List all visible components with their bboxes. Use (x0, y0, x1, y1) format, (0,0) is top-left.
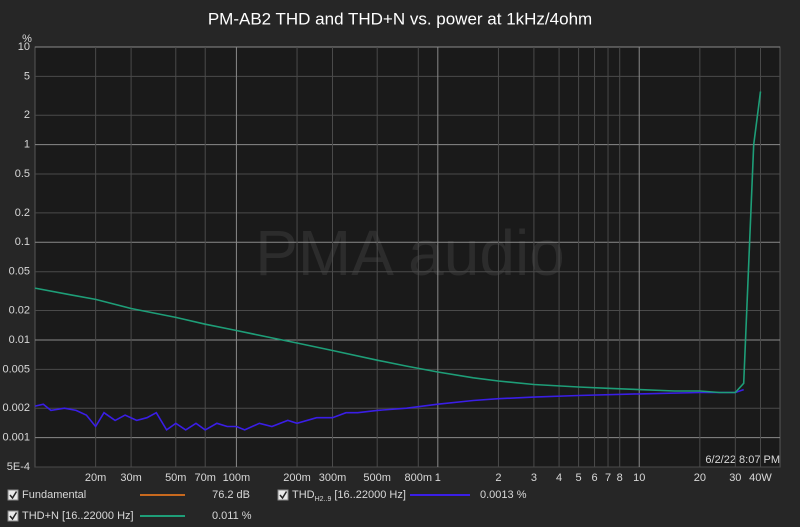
legend: Fundamental 76.2 dB THDH2..9 [16..22000 Hz]… (7, 489, 527, 522)
y-tick-label: 10 (18, 41, 30, 53)
plot-area (34, 46, 781, 468)
y-tick-label: 0.005 (2, 363, 30, 375)
series-line (34, 91, 762, 394)
x-tick-label: 7 (605, 472, 611, 484)
y-tick-label: 2 (24, 109, 30, 121)
legend-label: THDH2..9 [16..22000 Hz] (292, 489, 406, 503)
x-tick-label: 100m (223, 472, 251, 484)
x-tick-label: 300m (319, 472, 347, 484)
x-tick-label: 6 (591, 472, 597, 484)
legend-readout: 0.011 % (212, 510, 252, 522)
legend-label: THD+N [16..22000 Hz] (22, 510, 134, 522)
y-tick-label: 0.2 (15, 207, 30, 219)
legend-readout: 76.2 dB (212, 489, 250, 501)
legend-checkbox[interactable] (7, 489, 19, 501)
x-tick-label: 800m (405, 472, 433, 484)
x-tick-label: 20 (694, 472, 706, 484)
y-tick-label: 0.1 (15, 236, 30, 248)
timestamp: 6/2/22 8:07 PM (705, 454, 780, 466)
checkmark (9, 491, 18, 500)
x-tick-label: 50m (165, 472, 186, 484)
y-tick-label: 0.01 (9, 334, 30, 346)
legend-name: Fundamental (22, 489, 86, 501)
legend-checkbox[interactable] (7, 510, 19, 522)
x-tick-label: 20m (85, 472, 106, 484)
lines (34, 91, 762, 432)
legend-readout: 0.0013 % (480, 489, 527, 501)
y-tick-label: 0.02 (9, 304, 30, 316)
x-tick-label: 8 (617, 472, 623, 484)
x-tick-label: 30 (729, 472, 741, 484)
y-tick-label: 0.002 (2, 402, 30, 414)
x-tick-label: 1 (435, 472, 441, 484)
x-tick-label: 30m (120, 472, 141, 484)
x-tick-label: 200m (283, 472, 311, 484)
checkmark (9, 512, 18, 521)
y-tick-label: 0.5 (15, 168, 30, 180)
x-tick-label: 2 (495, 472, 501, 484)
y-tick-label: 5 (24, 70, 30, 82)
series-line (34, 388, 744, 432)
y-tick-label: 0.001 (2, 432, 30, 444)
legend-name: THD (292, 489, 315, 501)
x-tick-label: 3 (531, 472, 537, 484)
x-tick-label: 4 (556, 472, 562, 484)
legend-label: Fundamental (22, 489, 86, 501)
legend-name: THD+N [16..22000 Hz] (22, 510, 134, 522)
x-tick-label: 5 (576, 472, 582, 484)
y-tick-label: 0.05 (9, 266, 30, 278)
x-tick-label: 40W (749, 472, 772, 484)
x-tick-label: 10 (633, 472, 645, 484)
y-tick-label: 1 (24, 139, 30, 151)
x-tick-label: 500m (363, 472, 391, 484)
checkmark (279, 491, 288, 500)
watermark: PMA audio (255, 217, 565, 289)
x-tick-label: 70m (195, 472, 216, 484)
chart-title: PM-AB2 THD and THD+N vs. power at 1kHz/4… (208, 9, 592, 28)
y-unit: % (22, 33, 32, 45)
y-tick-label: 5E-4 (7, 461, 30, 473)
legend-subscript: H2..9 (315, 496, 332, 503)
legend-suffix: [16..22000 Hz] (334, 489, 406, 501)
legend-checkbox[interactable] (277, 489, 289, 501)
